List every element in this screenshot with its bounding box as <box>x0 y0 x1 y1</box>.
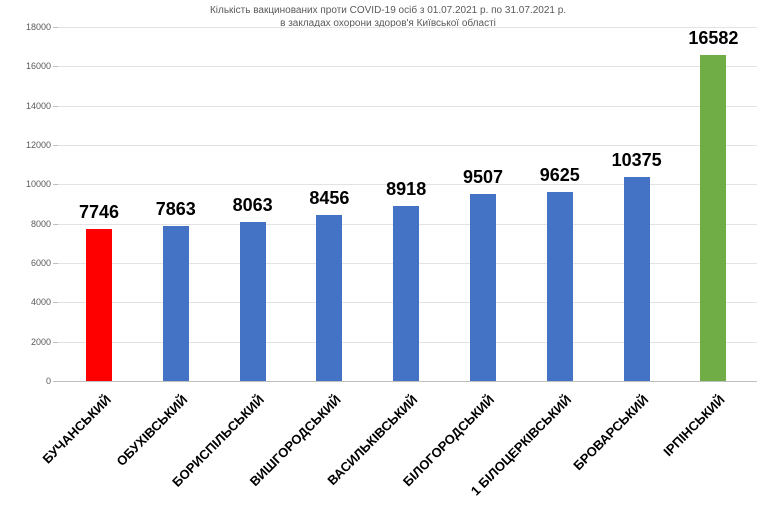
bar-ВИШГОРОДСЬКИЙ <box>316 214 343 381</box>
bar-ІРПІНСЬКИЙ <box>700 54 727 381</box>
ytick-mark-14000 <box>53 106 58 107</box>
bar-1 БІЛОЦЕРКІВСЬКИЙ <box>546 191 573 381</box>
value-label-БРОВАРСЬКИЙ: 10375 <box>611 149 662 170</box>
category-label-ІРПІНСЬКИЙ: ІРПІНСЬКИЙ <box>660 392 729 460</box>
chart-title-line-2: в закладах охорони здоров'я Київської об… <box>280 18 496 29</box>
gridline-16000 <box>58 66 757 67</box>
value-label-ОБУХІВСЬКИЙ: 7863 <box>155 199 196 220</box>
gridline-10000 <box>58 184 757 185</box>
ytick-label-18000: 18000 <box>25 22 51 32</box>
ytick-mark-16000 <box>53 66 58 67</box>
ytick-mark-0 <box>53 381 58 382</box>
bar-ОБУХІВСЬКИЙ <box>162 226 189 381</box>
value-label-БІЛОГОРОДСЬКИЙ: 9507 <box>462 167 504 188</box>
category-label-ОБУХІВСЬКИЙ: ОБУХІВСЬКИЙ <box>113 392 191 469</box>
gridline-12000 <box>58 145 757 146</box>
value-label-ВАСИЛЬКІВСЬКИЙ: 8918 <box>386 178 427 199</box>
chart-title-line-1: Кількість вакцинованих проти COVID-19 ос… <box>209 5 567 16</box>
category-label-БРОВАРСЬКИЙ: БРОВАРСЬКИЙ <box>570 392 652 474</box>
ytick-label-14000: 14000 <box>25 101 51 111</box>
bar-БОРИСПІЛЬСЬКИЙ <box>239 222 266 381</box>
ytick-label-16000: 16000 <box>25 61 51 71</box>
ytick-label-0: 0 <box>45 376 51 386</box>
value-label-ВИШГОРОДСЬКИЙ: 8456 <box>309 187 350 208</box>
category-label-БУЧАНСЬКИЙ: БУЧАНСЬКИЙ <box>39 392 114 467</box>
value-label-БУЧАНСЬКИЙ: 7746 <box>78 201 120 222</box>
gridline-18000 <box>58 27 757 28</box>
ytick-mark-12000 <box>53 145 58 146</box>
bar-БУЧАНСЬКИЙ <box>86 228 112 381</box>
value-label-ІРПІНСЬКИЙ: 16582 <box>688 27 739 48</box>
value-label-1 БІЛОЦЕРКІВСЬКИЙ: 9625 <box>539 164 580 185</box>
bar-БІЛОГОРОДСЬКИЙ <box>470 194 496 381</box>
gridline-14000 <box>58 106 757 107</box>
value-label-БОРИСПІЛЬСЬКИЙ: 8063 <box>232 195 273 216</box>
x-axis-line <box>58 381 757 382</box>
bar-БРОВАРСЬКИЙ <box>623 176 650 381</box>
ytick-label-2000: 2000 <box>30 337 51 347</box>
ytick-label-4000: 4000 <box>30 297 51 307</box>
ytick-mark-4000 <box>53 302 58 303</box>
ytick-mark-2000 <box>53 342 58 343</box>
ytick-mark-6000 <box>53 263 58 264</box>
ytick-mark-10000 <box>53 184 58 185</box>
ytick-label-10000: 10000 <box>25 179 51 189</box>
ytick-mark-8000 <box>53 224 58 225</box>
ytick-label-12000: 12000 <box>25 140 51 150</box>
ytick-label-6000: 6000 <box>30 258 51 268</box>
ytick-label-8000: 8000 <box>30 219 51 229</box>
ytick-mark-18000 <box>53 27 58 28</box>
bar-ВАСИЛЬКІВСЬКИЙ <box>393 205 420 381</box>
